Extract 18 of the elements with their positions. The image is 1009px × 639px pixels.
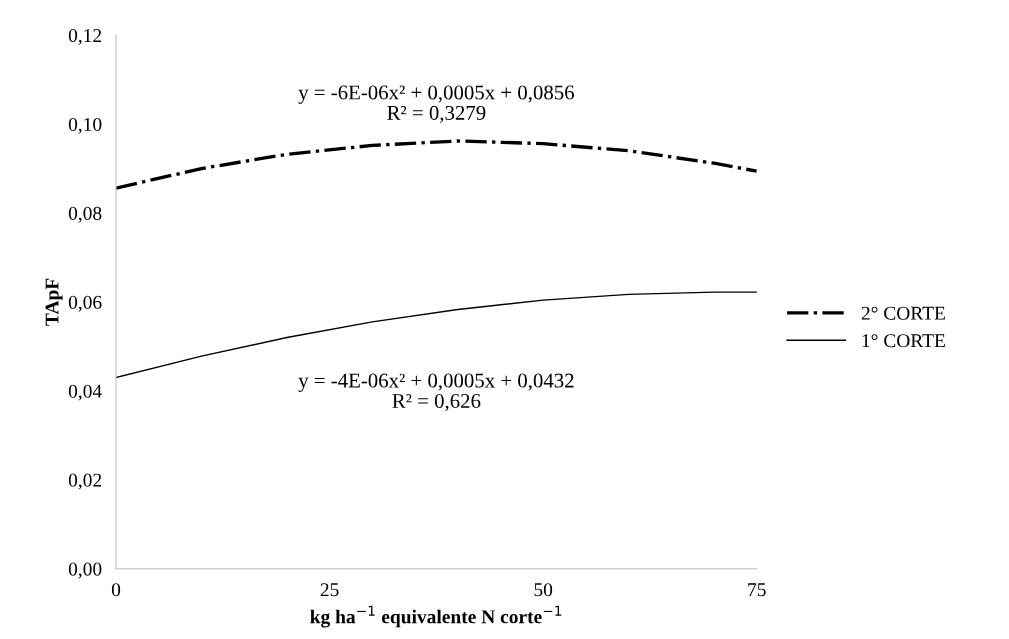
y-axis-title: TApF bbox=[45, 278, 63, 326]
y-tick-label: 0,06 bbox=[68, 295, 102, 312]
y-tick-label: 0,10 bbox=[68, 117, 102, 134]
annotation: y = -6E-06x² + 0,0005x + 0,0856 R² = 0,3279 bbox=[298, 85, 574, 123]
y-tick-label: 0,02 bbox=[68, 473, 102, 490]
legend-label: 1° CORTE bbox=[862, 334, 945, 348]
annotation: y = -4E-06x² + 0,0005x + 0,0432 R² = 0,626 bbox=[298, 373, 574, 412]
line-series bbox=[116, 139, 757, 190]
x-tick-label: 50 bbox=[534, 583, 553, 597]
x-tick-label: 25 bbox=[320, 583, 339, 597]
legend-label: 2° CORTE bbox=[861, 306, 945, 320]
x-tick-label: 75 bbox=[748, 583, 766, 597]
y-tick-label: 0,08 bbox=[68, 206, 102, 223]
x-tick-label: 0 bbox=[111, 583, 121, 597]
y-tick-label: 0,04 bbox=[68, 384, 102, 401]
y-tick-label: 0,12 bbox=[68, 28, 102, 45]
y-tick-label: 0,00 bbox=[68, 562, 102, 579]
x-axis-title: kg ha$^{−1}$ equivalente N corte$^{−1}$ bbox=[310, 605, 562, 628]
